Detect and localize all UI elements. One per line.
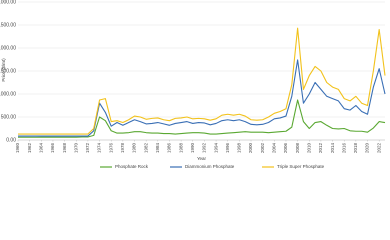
x-tick-label: 2004 bbox=[272, 143, 277, 154]
x-tick-label: 2014 bbox=[330, 143, 335, 154]
x-tick-label: 2016 bbox=[341, 143, 346, 154]
y-tick-label: 2,000.00 bbox=[0, 45, 16, 51]
x-tick-label: 1960 bbox=[15, 143, 20, 154]
x-tick-label: 1966 bbox=[50, 143, 55, 154]
x-tick-label: 1996 bbox=[225, 143, 230, 154]
y-tick-label: 2,500.00 bbox=[0, 22, 16, 28]
x-tick-label: 2022 bbox=[376, 143, 381, 154]
x-tick-label: 1970 bbox=[73, 143, 78, 154]
x-tick-label: 1976 bbox=[108, 143, 113, 154]
y-axis-label: Price ($/mt) bbox=[1, 58, 6, 82]
x-tick-label: 1962 bbox=[27, 143, 32, 154]
x-tick-label: 2002 bbox=[260, 143, 265, 154]
y-tick-label: 500.00 bbox=[1, 114, 17, 120]
x-tick-label: 1980 bbox=[132, 143, 137, 154]
x-tick-label: 1984 bbox=[155, 143, 160, 154]
x-tick-label: 1988 bbox=[178, 143, 183, 154]
y-tick-label: 1,000.00 bbox=[0, 91, 16, 97]
x-tick-label: 1964 bbox=[38, 143, 43, 154]
x-tick-label: 2020 bbox=[365, 143, 370, 154]
x-tick-label: 2012 bbox=[318, 143, 323, 154]
x-tick-label: 1994 bbox=[213, 143, 218, 154]
series-line bbox=[18, 27, 386, 135]
x-tick-label: 1992 bbox=[202, 143, 207, 154]
x-tick-label: 1990 bbox=[190, 143, 195, 154]
legend-label: Phosphate Rock bbox=[115, 164, 149, 169]
series-line bbox=[18, 59, 386, 137]
y-tick-label: 1,500.00 bbox=[0, 68, 16, 74]
x-tick-label: 1968 bbox=[62, 143, 67, 154]
x-axis-label: Year bbox=[197, 156, 207, 161]
x-tick-label: 2008 bbox=[295, 143, 300, 154]
y-tick-label: 0.00 bbox=[6, 137, 16, 143]
x-tick-label: 2006 bbox=[283, 143, 288, 154]
x-tick-label: 1978 bbox=[120, 143, 125, 154]
x-tick-label: 1986 bbox=[167, 143, 172, 154]
legend-label: Triple Super Phosphate bbox=[277, 164, 325, 169]
series-line bbox=[18, 99, 386, 138]
chart: 0.00 500.00 1,000.00 1,500.00 2,000.00 2,500.… bbox=[0, 0, 386, 169]
y-tick-label: 3,000.00 bbox=[0, 0, 16, 5]
x-tick-label: 1998 bbox=[237, 143, 242, 154]
x-tick-label: 1982 bbox=[143, 143, 148, 154]
x-tick-label: 2000 bbox=[248, 143, 253, 154]
x-tick-label: 2018 bbox=[353, 143, 358, 154]
x-tick-label: 2010 bbox=[306, 143, 311, 154]
x-tick-label: 1974 bbox=[97, 143, 102, 154]
legend-label: Diammonium Phosphate bbox=[185, 164, 235, 169]
x-tick-label: 1972 bbox=[85, 143, 90, 154]
